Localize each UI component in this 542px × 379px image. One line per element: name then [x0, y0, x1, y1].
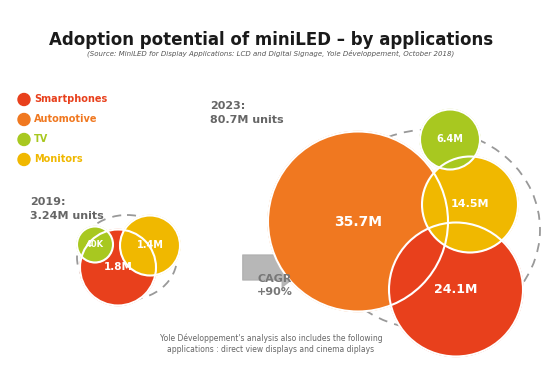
Text: 2023:
80.7M units: 2023: 80.7M units — [210, 102, 283, 125]
Circle shape — [420, 110, 480, 169]
FancyArrowPatch shape — [243, 248, 307, 287]
Circle shape — [77, 227, 113, 263]
Text: CAGR
+90%: CAGR +90% — [257, 274, 293, 297]
Text: Yole Développement's analysis also includes the following
applications : direct : Yole Développement's analysis also inclu… — [160, 333, 382, 354]
Text: Smartphones: Smartphones — [34, 94, 107, 105]
Circle shape — [268, 132, 448, 312]
Text: 2019:
3.24M units: 2019: 3.24M units — [30, 197, 104, 221]
Circle shape — [18, 133, 30, 146]
Text: (Source: MiniLED for Display Applications: LCD and Digital Signage, Yole Dévelop: (Source: MiniLED for Display Application… — [87, 50, 455, 57]
Text: Adoption potential of miniLED – by applications: Adoption potential of miniLED – by appli… — [49, 31, 493, 50]
Text: 6.4M: 6.4M — [436, 135, 463, 144]
Text: 40K: 40K — [86, 240, 104, 249]
Text: TV: TV — [34, 135, 48, 144]
Circle shape — [389, 222, 523, 357]
Circle shape — [18, 113, 30, 125]
Circle shape — [120, 216, 180, 276]
Circle shape — [80, 230, 156, 305]
Text: Monitors: Monitors — [34, 155, 82, 164]
Circle shape — [18, 153, 30, 166]
Circle shape — [18, 94, 30, 105]
Text: Automotive: Automotive — [34, 114, 98, 124]
Text: 1.4M: 1.4M — [137, 241, 164, 251]
Circle shape — [422, 157, 518, 252]
Text: 24.1M: 24.1M — [434, 283, 478, 296]
Text: 1.8M: 1.8M — [104, 263, 132, 273]
Text: 14.5M: 14.5M — [451, 199, 489, 210]
Text: 35.7M: 35.7M — [334, 215, 382, 229]
